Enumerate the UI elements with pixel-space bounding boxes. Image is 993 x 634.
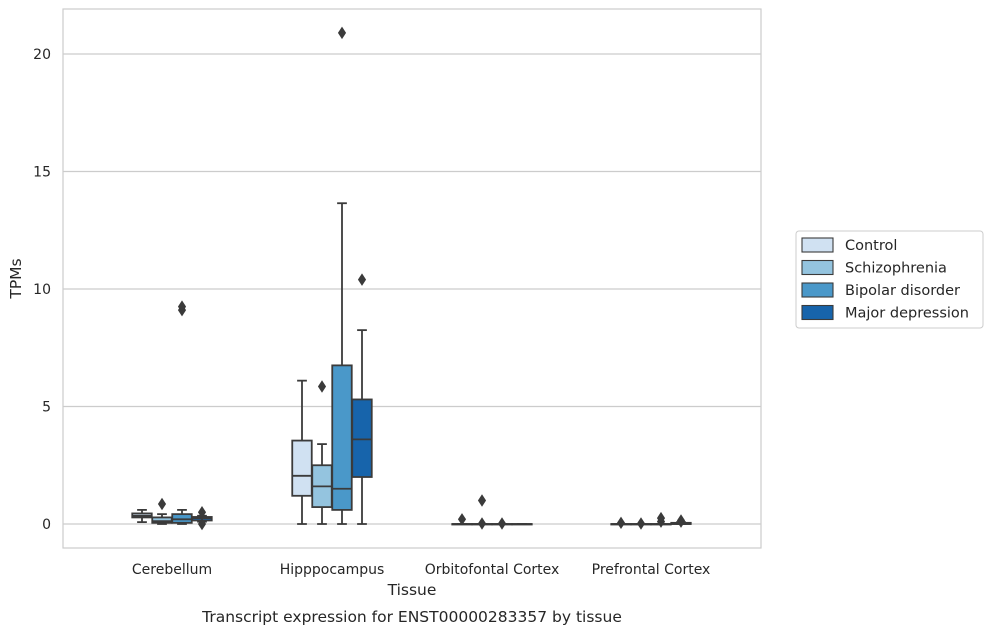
x-tick-label: Orbitofontal Cortex xyxy=(425,562,560,578)
box-0 xyxy=(191,506,213,531)
y-tick-label: 0 xyxy=(42,517,51,533)
x-tick-label: Cerebellum xyxy=(132,562,212,578)
box-1 xyxy=(291,379,313,525)
legend-frame xyxy=(795,230,984,329)
box-1 xyxy=(331,26,353,525)
box-0 xyxy=(131,508,153,524)
x-axis-ticks: Cerebellum Hipppocampus Orbitofontal Corte… xyxy=(132,562,710,578)
legend-item: Bipolar disorder xyxy=(801,282,960,299)
box-2 xyxy=(471,494,493,530)
box-2 xyxy=(451,513,473,526)
box-3 xyxy=(670,514,692,528)
box-2 xyxy=(491,517,513,530)
x-axis-label: Tissue xyxy=(387,581,437,599)
legend-swatch xyxy=(801,237,834,253)
y-tick-label: 10 xyxy=(33,282,51,298)
box-0 xyxy=(171,300,193,525)
legend-item: Control xyxy=(801,237,897,254)
box-3 xyxy=(610,516,632,530)
outlier-point xyxy=(676,514,686,527)
box-1 xyxy=(351,273,373,525)
series-major-depression xyxy=(191,273,692,531)
gridlines xyxy=(63,53,761,525)
legend-swatch xyxy=(801,304,834,321)
box-iqr xyxy=(351,398,373,478)
box-0 xyxy=(151,497,173,525)
series-control xyxy=(131,379,632,530)
y-tick-label: 15 xyxy=(33,165,51,181)
legend-swatch xyxy=(801,282,834,298)
outlier-point xyxy=(477,494,487,507)
legend-item: Schizophrenia xyxy=(801,259,947,277)
box-1 xyxy=(311,380,333,525)
box-2 xyxy=(511,523,533,526)
legend-label: Schizophrenia xyxy=(845,261,947,277)
series-bipolar-disorder xyxy=(171,26,672,530)
chart-caption: Transcript expression for ENST0000028335… xyxy=(201,608,622,626)
series-schizophrenia xyxy=(151,380,652,530)
outlier-point xyxy=(357,273,367,286)
outlier-point xyxy=(477,517,487,530)
outlier-point xyxy=(177,300,187,313)
outlier-point xyxy=(197,506,207,519)
legend-swatch xyxy=(801,259,834,276)
legend-item: Major depression xyxy=(801,304,969,322)
y-tick-label: 20 xyxy=(33,47,51,63)
box-series xyxy=(131,26,692,531)
legend-label: Control xyxy=(845,238,897,254)
outlier-point xyxy=(616,516,626,530)
outlier-point xyxy=(157,497,167,511)
outlier-point xyxy=(317,380,327,393)
box-iqr xyxy=(291,439,313,497)
y-axis-label: TPMs xyxy=(7,258,25,299)
outlier-point xyxy=(497,517,507,530)
x-tick-label: Hipppocampus xyxy=(280,562,385,578)
outlier-point xyxy=(636,517,646,530)
outlier-point xyxy=(197,517,207,531)
legend: Control Schizophrenia Bipolar disorder Majo… xyxy=(795,230,984,329)
box-3 xyxy=(630,517,652,530)
y-tick-label: 5 xyxy=(42,400,51,416)
legend-label: Bipolar disorder xyxy=(845,283,960,299)
outlier-point xyxy=(656,511,666,525)
x-tick-label: Prefrontal Cortex xyxy=(592,562,711,578)
box-3 xyxy=(650,511,672,528)
outlier-point xyxy=(457,513,467,526)
legend-label: Major depression xyxy=(845,306,969,322)
y-axis-ticks: 0 5 10 15 20 xyxy=(33,47,51,533)
outlier-point xyxy=(337,26,347,40)
plot-area-frame xyxy=(62,8,762,549)
